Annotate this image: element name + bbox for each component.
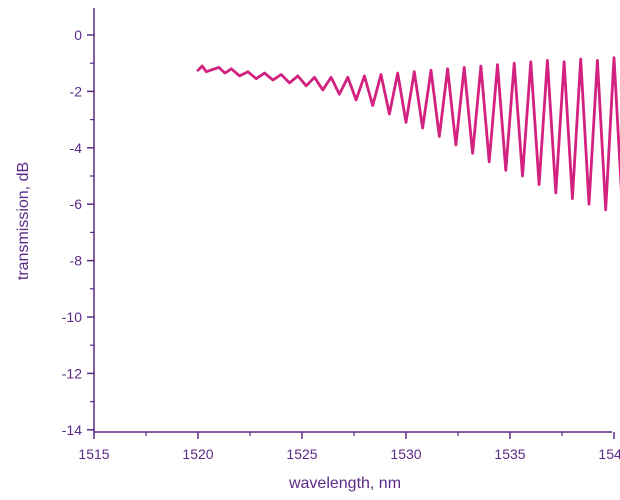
- x-axis-title: wavelength, nm: [288, 475, 401, 492]
- y-tick-label: -6: [70, 196, 83, 212]
- x-tick-label: 1520: [182, 446, 213, 462]
- plot-area: [196, 56, 620, 212]
- y-tick-label: -2: [70, 83, 83, 99]
- y-tick-label: -12: [62, 365, 82, 381]
- y-axis-title: transmission, dB: [15, 162, 32, 280]
- y-tick-label: -14: [62, 422, 82, 438]
- y-tick-label: -10: [62, 309, 82, 325]
- tick-labels: 1515152015251530153515401545155015550-2-…: [62, 27, 620, 462]
- x-tick-label: 1535: [494, 446, 525, 462]
- transmission-series-line: [196, 56, 620, 212]
- y-tick-label: 0: [74, 27, 82, 43]
- y-tick-label: -8: [70, 253, 83, 269]
- tick-marks: [87, 34, 615, 439]
- x-tick-label: 1530: [390, 446, 421, 462]
- x-tick-label: 1515: [78, 446, 109, 462]
- x-tick-label: 1525: [286, 446, 317, 462]
- chart-axes: [93, 8, 612, 433]
- y-tick-label: -4: [70, 140, 83, 156]
